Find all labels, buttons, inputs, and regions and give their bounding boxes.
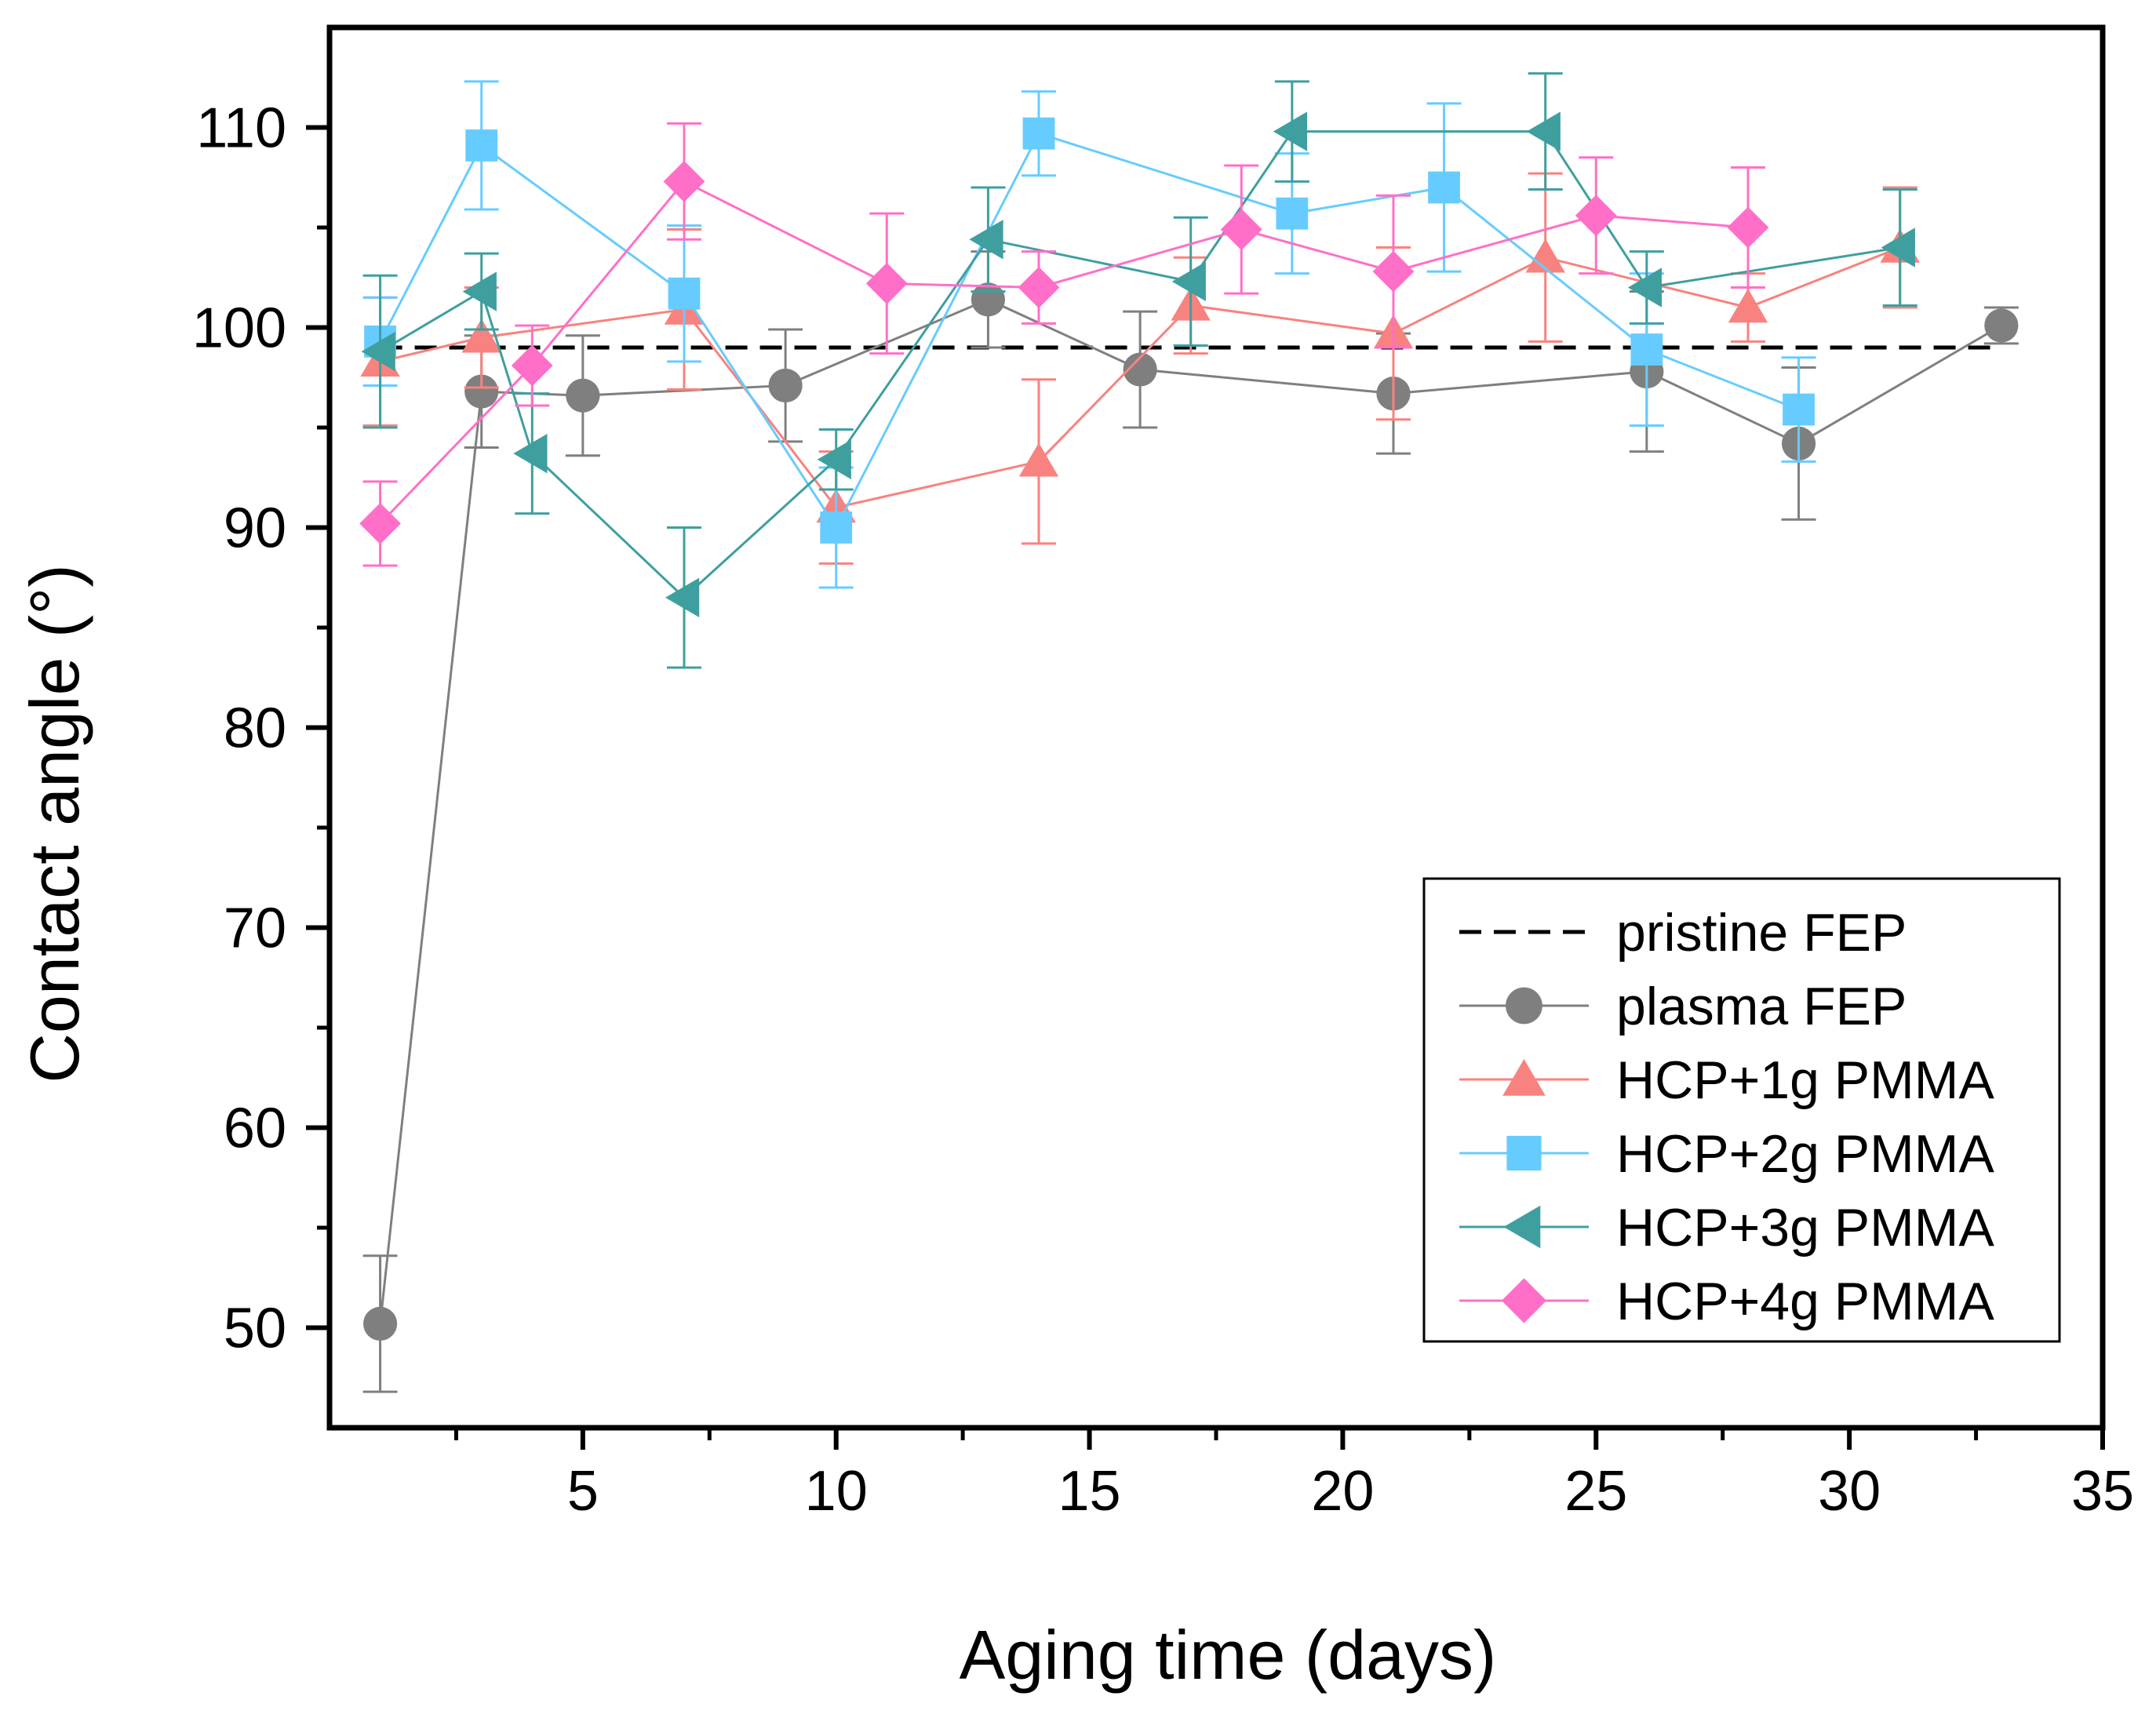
data-point bbox=[566, 378, 600, 413]
y-tick-label: 60 bbox=[224, 1097, 286, 1160]
data-point bbox=[1171, 261, 1206, 302]
data-point bbox=[1627, 268, 1663, 308]
data-point bbox=[969, 220, 1003, 260]
data-point bbox=[817, 439, 851, 479]
legend-entry: HCP+1g PMMA bbox=[1459, 1050, 1994, 1110]
data-point bbox=[461, 318, 501, 353]
legend-label: HCP+3g PMMA bbox=[1616, 1198, 1994, 1258]
y-tick-label: 100 bbox=[192, 297, 286, 360]
legend-box bbox=[1422, 877, 2061, 1343]
data-point bbox=[462, 271, 497, 311]
data-point bbox=[1428, 171, 1460, 204]
data-point bbox=[1022, 117, 1055, 150]
data-point bbox=[820, 511, 853, 544]
data-point bbox=[511, 344, 553, 387]
data-point bbox=[1783, 393, 1815, 426]
data-point bbox=[1273, 111, 1308, 151]
y-axis-label: Contact angle (°) bbox=[16, 564, 93, 1083]
legend-label: HCP+2g PMMA bbox=[1616, 1124, 1994, 1184]
legend-swatch-marker bbox=[1506, 1135, 1542, 1171]
legend-entry: HCP+2g PMMA bbox=[1459, 1124, 1994, 1184]
y-tick-label: 50 bbox=[224, 1298, 286, 1360]
x-tick-label: 20 bbox=[1311, 1460, 1374, 1523]
data-point bbox=[1525, 238, 1565, 273]
legend-entry: HCP+3g PMMA bbox=[1459, 1198, 1994, 1258]
data-point bbox=[1220, 209, 1262, 250]
x-tick-label: 5 bbox=[567, 1460, 599, 1523]
x-tick-label: 30 bbox=[1818, 1460, 1881, 1523]
data-point bbox=[1630, 333, 1663, 366]
data-point bbox=[362, 1306, 398, 1341]
data-point bbox=[1018, 442, 1059, 477]
legend-entry: HCP+4g PMMA bbox=[1459, 1272, 1994, 1331]
data-point bbox=[464, 374, 499, 409]
y-tick-label: 80 bbox=[224, 697, 286, 760]
data-point bbox=[1526, 111, 1561, 151]
data-point bbox=[1727, 206, 1769, 249]
data-point bbox=[1575, 195, 1617, 237]
data-point bbox=[663, 160, 705, 202]
data-point bbox=[465, 129, 498, 162]
data-point bbox=[1372, 250, 1415, 293]
legend-entry: plasma FEP bbox=[1459, 977, 1907, 1036]
data-point bbox=[1018, 267, 1060, 308]
data-point bbox=[665, 577, 700, 617]
data-point bbox=[1881, 227, 1915, 268]
data-point bbox=[359, 503, 401, 544]
y-tick-label: 110 bbox=[196, 97, 286, 160]
y-tick-label: 70 bbox=[224, 897, 286, 960]
series-hcp-4g-pmma bbox=[359, 122, 1769, 567]
series-layer bbox=[359, 72, 2019, 1393]
legend-swatch-marker bbox=[1506, 987, 1542, 1025]
x-axis-label: Aging time (days) bbox=[960, 1616, 1497, 1694]
data-point bbox=[865, 263, 908, 304]
series-hcp-3g-pmma bbox=[361, 72, 1917, 669]
data-point bbox=[1728, 289, 1768, 323]
legend-label: HCP+4g PMMA bbox=[1616, 1272, 1994, 1331]
data-point bbox=[513, 433, 548, 474]
legend-label: HCP+1g PMMA bbox=[1616, 1050, 1994, 1110]
data-point bbox=[768, 368, 803, 403]
x-tick-label: 15 bbox=[1058, 1460, 1121, 1523]
tick-layer: 5 10 15 20 25 30 35 50 60 70 80 90 100 110 bbox=[192, 97, 2134, 1523]
data-point bbox=[1984, 308, 2019, 343]
x-tick-label: 10 bbox=[805, 1460, 868, 1523]
data-point bbox=[1276, 197, 1309, 230]
legend: pristine FEP plasma FEP HCP+1g PMMA HCP+2g … bbox=[1422, 877, 2061, 1343]
data-point bbox=[1123, 352, 1157, 387]
data-point bbox=[668, 277, 701, 310]
legend-swatch-marker bbox=[1501, 1278, 1547, 1323]
legend-swatch-marker bbox=[1502, 1059, 1546, 1096]
legend-swatch-marker bbox=[1503, 1205, 1541, 1249]
legend-label: pristine FEP bbox=[1616, 903, 1907, 963]
x-tick-label: 25 bbox=[1564, 1460, 1627, 1523]
y-tick-label: 90 bbox=[224, 497, 286, 560]
legend-entry: pristine FEP bbox=[1459, 903, 1907, 963]
data-point bbox=[361, 331, 395, 372]
legend-label: plasma FEP bbox=[1616, 977, 1907, 1036]
x-tick-label: 35 bbox=[2071, 1460, 2134, 1523]
